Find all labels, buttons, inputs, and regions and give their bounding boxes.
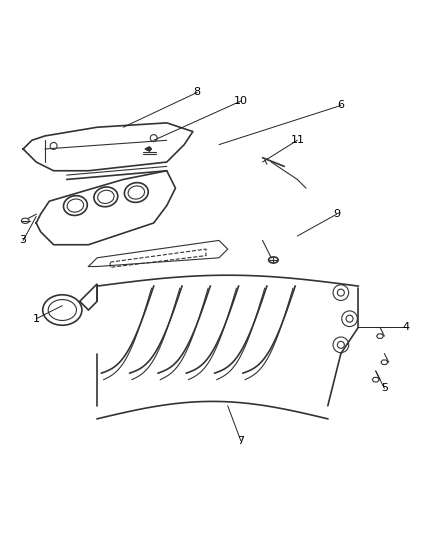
Polygon shape <box>145 147 152 151</box>
Text: 9: 9 <box>333 209 340 219</box>
Text: 7: 7 <box>237 435 244 446</box>
Text: 10: 10 <box>234 96 248 106</box>
Text: 6: 6 <box>337 100 344 110</box>
Text: 11: 11 <box>290 135 304 146</box>
Text: 4: 4 <box>403 322 410 333</box>
Text: 1: 1 <box>33 314 40 324</box>
Text: 8: 8 <box>194 87 201 98</box>
Text: 3: 3 <box>20 236 27 245</box>
Text: 5: 5 <box>381 383 388 393</box>
